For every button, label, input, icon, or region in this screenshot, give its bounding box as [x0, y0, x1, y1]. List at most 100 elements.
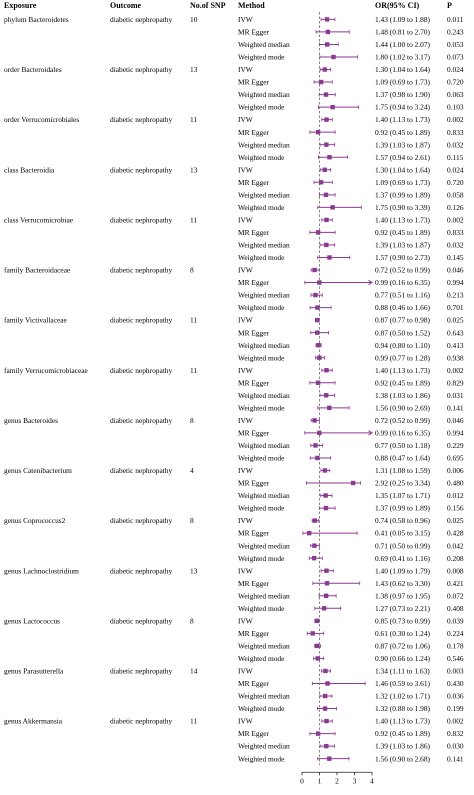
- p-value-label: 0.046: [447, 266, 464, 275]
- p-value-label: 0.243: [447, 28, 464, 37]
- or-marker: [313, 443, 318, 448]
- nsnp-label: 8: [190, 516, 194, 525]
- or-ci-label: 1.57 (0.94 to 2.61): [375, 153, 431, 162]
- method-label: IVW: [238, 516, 253, 525]
- p-value-label: 0.213: [447, 291, 464, 300]
- method-label: Weighted median: [238, 692, 290, 701]
- or-ci-label: 1.56 (0.90 to 2.69): [375, 403, 431, 412]
- exposure-label: family Verrucomicrobiaceae: [4, 366, 89, 375]
- or-marker: [324, 568, 329, 573]
- p-value-label: 0.480: [447, 479, 464, 488]
- nsnp-label: 13: [190, 165, 198, 174]
- or-ci-label: 1.34 (1.11 to 1.63): [375, 667, 430, 676]
- or-marker: [310, 631, 315, 636]
- or-marker: [324, 142, 329, 147]
- p-value-label: 0.833: [447, 128, 464, 137]
- or-marker: [317, 355, 322, 360]
- method-label: Weighted mode: [238, 303, 285, 312]
- nsnp-label: 4: [190, 466, 194, 475]
- or-marker: [312, 267, 317, 273]
- table-header: Exposure Outcome No.of SNP Method OR(95%…: [4, 1, 452, 10]
- or-marker: [322, 706, 328, 711]
- outcome-label: diabetic nephropathy: [110, 466, 172, 475]
- or-marker: [312, 543, 317, 548]
- p-value-label: 0.115: [447, 153, 464, 162]
- p-value-label: 0.421: [447, 579, 464, 588]
- method-label: Weighted mode: [238, 454, 285, 463]
- or-marker: [323, 92, 329, 97]
- p-value-label: 0.073: [447, 53, 464, 62]
- method-label: IVW: [238, 15, 253, 24]
- exposure-label: phylum Bacteroidetes: [4, 15, 69, 24]
- header-method: Method: [238, 1, 265, 10]
- or-marker: [315, 330, 320, 335]
- or-marker: [318, 180, 324, 185]
- table-body: phylum Bacteroidetes diabetic nephropathy…: [4, 15, 464, 763]
- or-ci-label: 0.61 (0.30 to 1.24): [375, 629, 431, 638]
- or-marker: [327, 255, 332, 260]
- p-value-label: 0.643: [447, 328, 464, 337]
- outcome-label: diabetic nephropathy: [110, 65, 172, 74]
- p-value-label: 0.720: [447, 178, 464, 187]
- or-marker: [325, 29, 331, 35]
- p-value-label: 0.063: [447, 90, 464, 99]
- p-value-label: 0.002: [447, 115, 464, 124]
- p-value-label: 0.145: [447, 253, 464, 262]
- or-marker: [325, 681, 330, 686]
- method-label: MR Egger: [238, 729, 270, 738]
- or-marker: [327, 405, 332, 411]
- or-ci-label: 1.39 (1.03 to 1.87): [375, 241, 431, 250]
- or-marker: [324, 17, 330, 22]
- method-label: Weighted mode: [238, 403, 285, 412]
- p-value-label: 0.408: [447, 604, 464, 613]
- or-marker: [315, 380, 321, 385]
- x-tick-label: 0: [300, 776, 304, 785]
- or-marker: [306, 530, 312, 536]
- p-value-label: 0.031: [447, 391, 464, 400]
- or-ci-label: 1.75 (0.90 to 3.39): [375, 203, 431, 212]
- or-marker: [323, 593, 329, 598]
- method-label: Weighted median: [238, 491, 290, 500]
- method-label: Weighted median: [238, 140, 290, 149]
- nsnp-label: 13: [190, 65, 198, 74]
- or-ci-label: 1.39 (1.03 to 1.87): [375, 140, 431, 149]
- p-value-label: 0.430: [447, 679, 464, 688]
- or-ci-label: 0.77 (0.51 to 1.16): [375, 291, 431, 300]
- p-value-label: 0.072: [447, 591, 464, 600]
- or-ci-label: 0.88 (0.46 to 1.66): [375, 303, 431, 312]
- nsnp-label: 11: [190, 717, 197, 726]
- method-label: MR Egger: [238, 629, 270, 638]
- method-label: Weighted median: [238, 291, 290, 300]
- method-label: Weighted mode: [238, 153, 285, 162]
- method-label: Weighted median: [238, 441, 290, 450]
- method-label: IVW: [238, 616, 253, 625]
- or-marker: [318, 79, 324, 85]
- method-label: Weighted mode: [238, 203, 285, 212]
- header-outcome: Outcome: [110, 1, 142, 10]
- exposure-label: class Bacteroidia: [4, 165, 55, 174]
- p-value-label: 0.141: [447, 754, 464, 763]
- method-label: MR Egger: [238, 178, 270, 187]
- or-marker: [324, 217, 329, 223]
- method-label: Weighted mode: [238, 654, 285, 663]
- or-ci-label: 1.44 (1.00 to 2.07): [375, 40, 431, 49]
- or-marker: [324, 743, 329, 749]
- outcome-label: diabetic nephropathy: [110, 366, 172, 375]
- or-ci-label: 0.94 (0.80 to 1.10): [375, 341, 431, 350]
- or-ci-label: 0.77 (0.50 to 1.18): [375, 441, 431, 450]
- or-ci-label: 1.35 (1.07 to 1.71): [375, 491, 431, 500]
- method-label: Weighted mode: [238, 504, 285, 513]
- method-label: IVW: [238, 667, 253, 676]
- or-ci-label: 0.69 (0.41 to 1.16): [375, 554, 431, 563]
- or-marker: [325, 42, 330, 47]
- or-marker: [315, 129, 321, 135]
- or-ci-label: 0.90 (0.66 to 1.24): [375, 654, 431, 663]
- or-ci-label: 0.92 (0.45 to 1.89): [375, 378, 431, 387]
- or-ci-label: 0.87 (0.50 to 1.52): [375, 328, 431, 337]
- method-label: Weighted median: [238, 241, 290, 250]
- or-marker: [323, 668, 328, 674]
- p-value-label: 0.833: [447, 228, 464, 237]
- method-label: MR Egger: [238, 78, 270, 87]
- ci-arrow: [368, 279, 373, 286]
